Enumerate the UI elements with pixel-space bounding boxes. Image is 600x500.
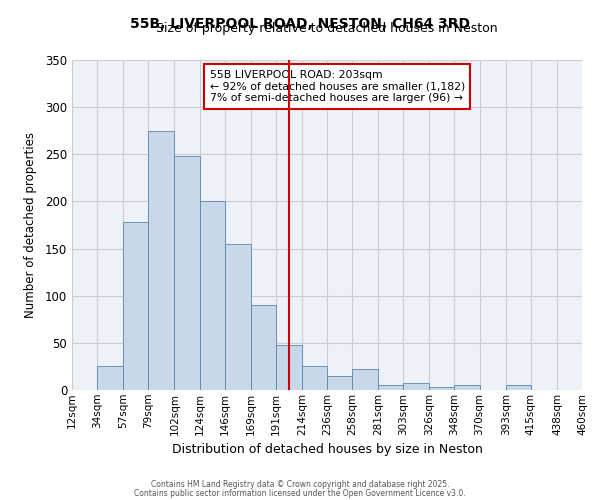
Title: Size of property relative to detached houses in Neston: Size of property relative to detached ho… — [156, 22, 498, 35]
Bar — [403, 384, 430, 390]
Bar — [327, 376, 352, 390]
Text: 55B LIVERPOOL ROAD: 203sqm
← 92% of detached houses are smaller (1,182)
7% of se: 55B LIVERPOOL ROAD: 203sqm ← 92% of deta… — [210, 70, 465, 103]
Bar — [97, 366, 123, 390]
Y-axis label: Number of detached properties: Number of detached properties — [23, 132, 37, 318]
Text: 55B, LIVERPOOL ROAD, NESTON, CH64 3RD: 55B, LIVERPOOL ROAD, NESTON, CH64 3RD — [130, 18, 470, 32]
Bar — [506, 386, 531, 390]
Bar — [455, 386, 479, 390]
Bar — [302, 366, 327, 390]
Bar — [430, 387, 455, 390]
Text: Contains HM Land Registry data © Crown copyright and database right 2025.: Contains HM Land Registry data © Crown c… — [151, 480, 449, 489]
X-axis label: Distribution of detached houses by size in Neston: Distribution of detached houses by size … — [172, 443, 482, 456]
Bar — [175, 156, 199, 390]
Bar — [123, 222, 148, 390]
Bar — [224, 244, 251, 390]
Bar — [148, 130, 175, 390]
Bar — [199, 202, 224, 390]
Bar — [378, 386, 403, 390]
Bar — [352, 370, 378, 390]
Bar — [276, 344, 302, 390]
Bar — [251, 305, 276, 390]
Text: Contains public sector information licensed under the Open Government Licence v3: Contains public sector information licen… — [134, 489, 466, 498]
